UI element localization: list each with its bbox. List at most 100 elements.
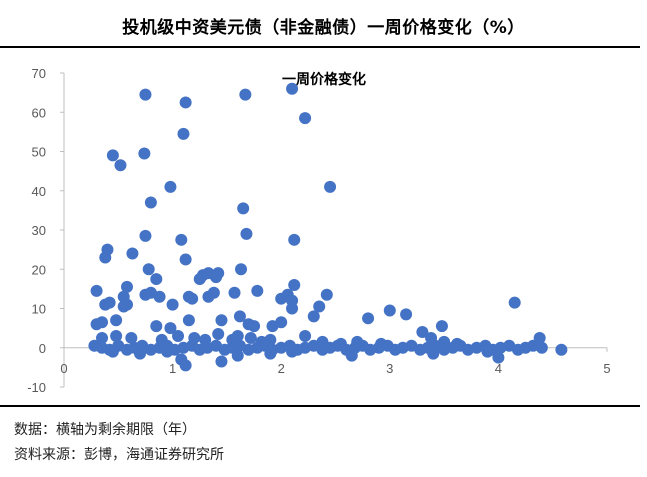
data-point (286, 302, 299, 315)
data-point (416, 326, 429, 339)
data-point (320, 288, 333, 301)
data-point (114, 159, 127, 172)
data-point (212, 267, 225, 280)
y-tick-label: 20 (32, 262, 46, 277)
y-tick-label: 40 (32, 184, 46, 199)
data-point (207, 286, 220, 299)
data-point (248, 320, 261, 333)
data-point (172, 329, 185, 342)
data-point (139, 229, 152, 242)
y-tick-labels: -10 0 10 20 30 40 50 60 70 (27, 66, 64, 395)
data-point (324, 180, 337, 193)
data-point (237, 202, 250, 215)
data-point (164, 180, 177, 193)
data-point (555, 343, 568, 356)
data-note: 数据：横轴为剩余期限（年） (14, 422, 196, 438)
x-tick-label: 1 (169, 361, 176, 376)
x-tick-label: 4 (495, 361, 502, 376)
data-point (307, 310, 320, 323)
data-point (427, 347, 440, 360)
data-point (239, 88, 252, 101)
data-point (286, 345, 299, 358)
data-point (212, 328, 225, 341)
y-tick-label: 30 (32, 223, 46, 238)
data-point (142, 263, 155, 276)
x-tick-label: 2 (278, 361, 285, 376)
data-point (150, 320, 163, 333)
data-point (139, 88, 152, 101)
data-point (177, 127, 190, 140)
data-point (228, 286, 241, 299)
y-tick-label: 0 (39, 341, 46, 356)
data-point (164, 322, 177, 335)
data-point (138, 147, 151, 160)
data-point (144, 196, 157, 209)
data-point (286, 82, 299, 95)
data-point (400, 308, 413, 321)
y-tick-label: 70 (32, 66, 46, 81)
data-point (288, 233, 301, 246)
y-tick-label: 50 (32, 145, 46, 160)
data-point (231, 329, 244, 342)
data-point (103, 296, 116, 309)
data-point (481, 345, 494, 358)
data-point (233, 310, 246, 323)
data-point (186, 292, 199, 305)
data-point (166, 298, 179, 311)
data-point (313, 300, 326, 313)
x-tick-label: 3 (386, 361, 393, 376)
data-point (275, 316, 288, 329)
data-point (126, 247, 139, 260)
data-point (96, 316, 109, 329)
data-point (106, 345, 119, 358)
data-point (264, 347, 277, 360)
data-point (125, 331, 138, 344)
data-points (88, 82, 568, 372)
chart-title: 一周价格变化 (282, 71, 366, 88)
data-point (161, 345, 174, 358)
page-title: 投机级中资美元债（非金融债）一周价格变化（%） (122, 18, 525, 38)
data-point (110, 329, 123, 342)
data-point (179, 253, 192, 266)
data-point (175, 233, 188, 246)
data-point (215, 314, 228, 327)
data-point (508, 296, 521, 309)
data-point (235, 263, 248, 276)
scatter-chart: -10 0 10 20 30 40 50 60 70 0 1 2 3 4 5 一周价格变化 (27, 66, 610, 395)
data-point (153, 290, 166, 303)
data-point (251, 284, 264, 297)
data-point (193, 273, 206, 286)
data-point (120, 298, 133, 311)
data-point (99, 251, 112, 264)
data-point (110, 314, 123, 327)
data-point (299, 112, 312, 125)
data-point (299, 329, 312, 342)
bottom-rule (0, 405, 640, 407)
data-point (179, 96, 192, 109)
data-point (231, 349, 244, 362)
top-rule (0, 46, 640, 48)
x-tick-label: 5 (603, 361, 610, 376)
data-point (150, 273, 163, 286)
data-point (240, 227, 253, 240)
data-point (244, 331, 257, 344)
data-point (215, 355, 228, 368)
data-point (362, 312, 375, 325)
data-point (182, 314, 195, 327)
data-point (96, 331, 109, 344)
data-point (435, 320, 448, 333)
data-point (90, 284, 103, 297)
y-tick-label: 60 (32, 105, 46, 120)
data-point (120, 280, 133, 293)
data-point (383, 304, 396, 317)
x-tick-label: 0 (60, 361, 67, 376)
data-point (134, 347, 147, 360)
data-point (492, 351, 505, 364)
data-point (179, 359, 192, 372)
y-tick-label: -10 (27, 380, 46, 395)
data-point (535, 341, 548, 354)
data-point (345, 349, 358, 362)
y-tick-label: 10 (32, 302, 46, 317)
data-point (106, 149, 119, 162)
source-note: 资料来源：彭博，海通证券研究所 (14, 447, 224, 463)
